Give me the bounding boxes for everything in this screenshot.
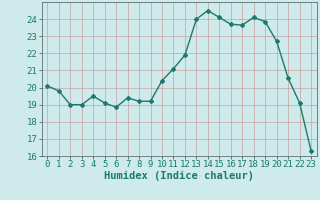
X-axis label: Humidex (Indice chaleur): Humidex (Indice chaleur) xyxy=(104,171,254,181)
